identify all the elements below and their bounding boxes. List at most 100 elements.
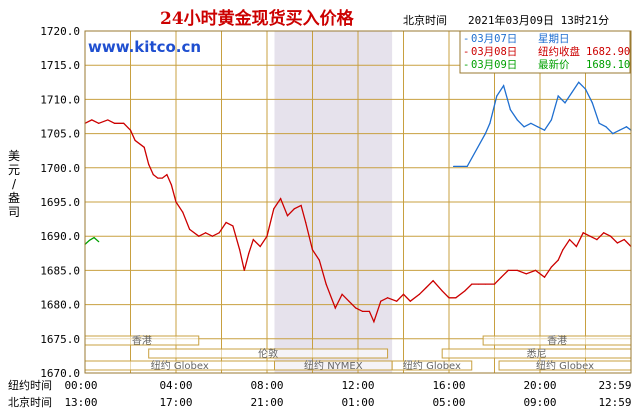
data-point (503, 85, 505, 87)
data-point (334, 307, 336, 309)
data-point (98, 122, 100, 124)
data-point (211, 235, 213, 237)
x-axis: 00:00 13:00 04:00 17:00 08:00 21:00 12:00 01:00… (64, 379, 631, 409)
data-point (373, 321, 375, 323)
watermark: www.kitco.cn (88, 38, 201, 56)
data-point (266, 235, 268, 237)
data-point (311, 249, 314, 251)
legend-value-2: 1689.10 (586, 59, 630, 71)
y-axis: 1720.0 1715.0 1710.0 1705.0 1700.0 1695.0 1690… (40, 25, 80, 380)
x-tick-ny: 04:00 (159, 379, 192, 392)
data-point (123, 122, 125, 124)
y-axis-label-char: 司 (8, 205, 20, 219)
series-line-03月09日 (84, 236, 100, 245)
legend-label-1: 纽约收盘 (538, 45, 580, 58)
data-point (471, 283, 473, 285)
data-point (175, 201, 177, 203)
grid (85, 31, 631, 373)
data-point (418, 293, 421, 295)
market-session-label: 悉尼 (527, 348, 547, 360)
bj-time-label: 北京时间 (8, 395, 52, 409)
x-tick-bj: 17:00 (159, 396, 192, 409)
x-tick-ny: 08:00 (250, 379, 283, 392)
data-point (557, 259, 559, 261)
price-series (84, 81, 632, 324)
data-point (516, 119, 518, 121)
y-axis-label-char: / (12, 177, 17, 191)
data-point (591, 102, 593, 104)
x-tick-ny: 12:00 (341, 379, 374, 392)
data-point (493, 283, 496, 285)
data-point (98, 241, 100, 243)
data-point (584, 88, 587, 90)
data-point (596, 239, 598, 241)
data-point (609, 235, 612, 237)
data-point (113, 122, 116, 124)
data-point (252, 239, 254, 241)
data-point (543, 276, 546, 278)
data-point (530, 122, 532, 124)
y-axis-label-char: 盎 (8, 191, 20, 205)
data-point (537, 126, 539, 128)
data-point (619, 129, 621, 131)
chart-title: 24小时黄金现货买入价格 (160, 8, 355, 29)
data-point (582, 232, 584, 234)
data-point (361, 310, 364, 313)
market-session-bar (391, 360, 473, 371)
data-point (589, 235, 591, 237)
data-point (170, 184, 173, 186)
legend-label-0: 星期日 (538, 33, 570, 45)
data-point (509, 109, 512, 111)
location-label: 北京时间 (403, 13, 447, 27)
data-point (305, 221, 307, 224)
y-axis-label: 美元/盎司 (8, 149, 20, 219)
data-point (355, 307, 357, 309)
data-point (568, 239, 571, 241)
data-point (452, 165, 455, 168)
data-point (273, 208, 275, 210)
data-point (605, 126, 607, 128)
y-tick-label: 1680.0 (40, 299, 80, 312)
data-point (432, 280, 434, 282)
data-point (143, 146, 145, 148)
data-point (368, 310, 370, 313)
data-point (93, 236, 95, 239)
data-point (243, 269, 245, 271)
data-point (484, 283, 486, 285)
data-point (550, 119, 552, 121)
y-tick-label: 1705.0 (40, 128, 80, 141)
y-axis-label-char: 美 (8, 149, 20, 163)
datetime-label: 2021年03月09日 13时21分 (468, 13, 609, 27)
data-point (286, 215, 289, 217)
data-point (148, 163, 150, 165)
data-point (318, 259, 320, 261)
market-session-label: 香港 (132, 335, 152, 347)
data-point (348, 300, 350, 302)
data-point (484, 133, 486, 135)
x-tick-ny: 00:00 (64, 379, 97, 392)
legend-date-1: 03月08日 (471, 46, 517, 58)
ny-time-label: 纽约时间 (8, 378, 52, 392)
y-tick-label: 1675.0 (40, 333, 80, 346)
data-point (182, 211, 184, 213)
data-point (402, 293, 405, 295)
legend-value-1: 1682.90 (586, 46, 630, 58)
x-tick-ny: 20:00 (523, 379, 556, 392)
data-point (198, 235, 200, 237)
data-point (166, 174, 168, 176)
data-point (107, 119, 109, 121)
legend: -03月07日 星期日- 03月08日 纽约收盘 1682.90- 03月09日 最新价 16… (459, 30, 631, 74)
data-point (380, 300, 382, 302)
data-point (525, 273, 527, 275)
x-tick-ny: 16:00 (432, 379, 465, 392)
legend-date-0: 03月07日 (471, 33, 517, 45)
market-session-label: 纽约 NYMEX (304, 359, 363, 372)
data-point (134, 139, 136, 142)
x-tick-bj: 12:59 (598, 396, 631, 409)
legend-label-2: 最新价 (538, 58, 570, 71)
data-point (489, 122, 491, 124)
y-tick-label: 1715.0 (40, 59, 80, 72)
data-point (578, 81, 580, 83)
data-point (534, 269, 537, 271)
